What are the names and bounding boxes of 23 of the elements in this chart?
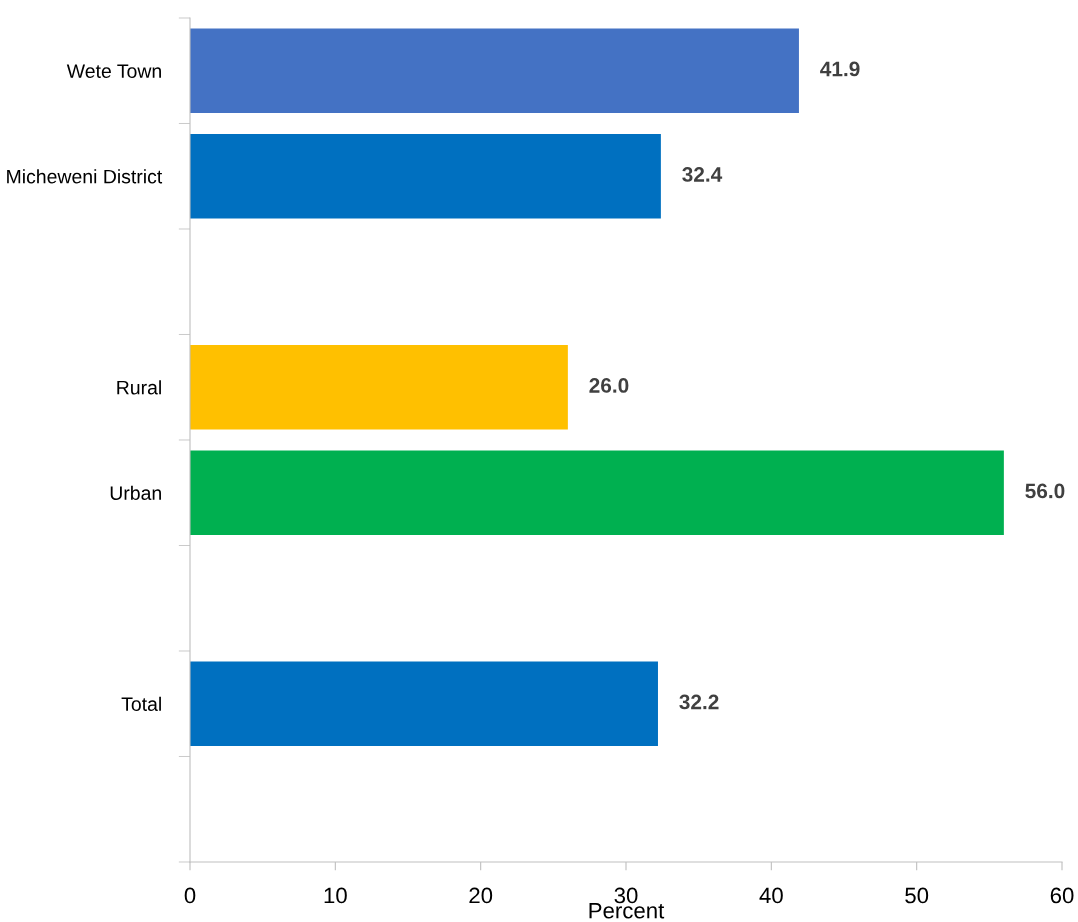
y-tick-label: Total: [121, 696, 161, 711]
data-label: 32.2: [679, 694, 719, 710]
y-tick-label: Micheweni District: [7, 169, 163, 184]
x-tick-label: 30: [614, 887, 638, 904]
data-label: 56.0: [1025, 483, 1065, 499]
y-tick-label: Rural: [117, 380, 161, 395]
bar: [190, 450, 1004, 535]
bar: [190, 134, 661, 219]
bar: [190, 28, 799, 113]
x-axis-title: Percent: [589, 902, 665, 919]
bar: [190, 345, 568, 430]
x-tick-label: 40: [759, 887, 783, 904]
bar: [190, 661, 658, 746]
x-tick-label: 20: [469, 887, 493, 904]
y-tick-label: Urban: [110, 485, 161, 500]
x-tick-label: 50: [905, 887, 929, 904]
data-label: 32.4: [682, 167, 723, 182]
data-label: 26.0: [589, 378, 629, 393]
x-tick-label: 60: [1050, 887, 1074, 904]
data-label: 41.9: [820, 61, 860, 77]
x-tick-label: 0: [184, 887, 196, 904]
x-tick-label: 10: [324, 887, 347, 904]
y-tick-label: Wete Town: [66, 64, 161, 78]
